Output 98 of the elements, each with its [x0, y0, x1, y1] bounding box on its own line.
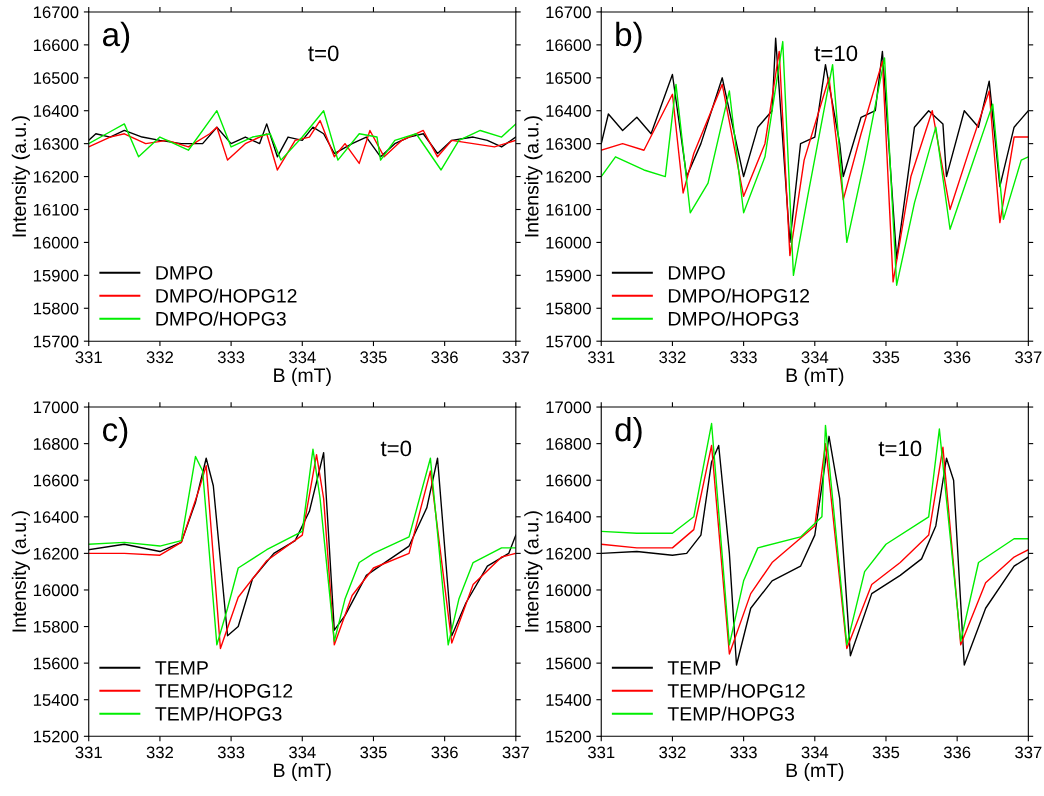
legend-label: DMPO — [668, 265, 725, 280]
x-tick-label: 334 — [289, 351, 316, 364]
annotation: a) — [102, 21, 130, 53]
x-axis-title: B (mT) — [274, 762, 331, 782]
y-tick-label: 16200 — [33, 170, 79, 183]
x-tick-label: 332 — [146, 746, 173, 759]
y-tick-label: 15800 — [33, 620, 79, 633]
y-tick-label: 16400 — [546, 511, 591, 523]
y-tick-label: 15600 — [546, 657, 591, 670]
annotation: t=0 — [380, 440, 412, 457]
y-tick-label: 16500 — [546, 72, 591, 84]
y-tick-label: 16600 — [546, 39, 591, 52]
y-tick-label: 16200 — [33, 547, 79, 560]
x-tick-label: 336 — [431, 746, 458, 759]
y-tick-label: 16300 — [33, 138, 79, 150]
x-tick-label: 332 — [146, 351, 173, 364]
y-tick-label: 16600 — [33, 474, 79, 487]
y-tick-label: 16000 — [33, 584, 79, 597]
y-tick-label: 15800 — [33, 302, 79, 315]
y-tick-label: 15200 — [546, 730, 591, 743]
x-axis-title: B (mT) — [786, 367, 844, 386]
annotation: t=0 — [308, 45, 339, 62]
y-tick-label: 16200 — [546, 547, 591, 560]
x-tick-label: 337 — [1015, 746, 1042, 759]
y-tick-label: 16600 — [546, 474, 591, 487]
x-axis-title: B (mT) — [786, 762, 844, 782]
legend-label: TEMP — [667, 661, 721, 675]
x-tick-label: 336 — [943, 351, 971, 364]
y-tick-label: 16100 — [546, 203, 591, 216]
annotation: d) — [615, 416, 642, 448]
y-axis-title: Intensity (a.u.) — [11, 116, 30, 237]
x-tick-label: 336 — [943, 746, 971, 759]
y-tick-label: 16400 — [546, 105, 591, 117]
x-tick-label: 335 — [872, 746, 900, 759]
legend-label: DMPO/HOPG12 — [156, 288, 297, 303]
x-tick-label: 332 — [659, 746, 686, 759]
legend-label: TEMP/HOPG12 — [155, 683, 293, 698]
legend-label: TEMP/HOPG12 — [667, 683, 805, 698]
legend-label: TEMP/HOPG3 — [155, 706, 282, 721]
y-tick-label: 16100 — [33, 203, 79, 216]
x-tick-label: 333 — [730, 746, 757, 759]
y-tick-label: 15400 — [33, 694, 79, 706]
x-tick-label: 333 — [730, 351, 757, 364]
x-tick-label: 331 — [75, 351, 102, 364]
y-tick-label: 16700 — [33, 6, 79, 19]
y-tick-label: 16000 — [33, 236, 79, 249]
y-tick-label: 15900 — [546, 269, 591, 282]
legend-label: DMPO — [156, 265, 213, 280]
y-tick-label: 16600 — [33, 39, 79, 52]
y-tick-label: 16200 — [546, 170, 591, 183]
y-axis-title: Intensity (a.u.) — [11, 511, 30, 632]
y-tick-label: 15800 — [546, 302, 591, 315]
x-tick-label: 333 — [217, 351, 245, 364]
annotation: c) — [102, 416, 128, 448]
x-tick-label: 335 — [360, 746, 387, 759]
x-tick-label: 337 — [502, 351, 529, 364]
y-tick-label: 17000 — [546, 401, 591, 414]
y-tick-label: 17000 — [33, 401, 79, 414]
x-tick-label: 337 — [502, 746, 529, 759]
legend-label: DMPO/HOPG3 — [668, 311, 799, 326]
x-tick-label: 334 — [801, 351, 829, 364]
y-axis-title: Intensity (a.u.) — [524, 511, 543, 632]
y-axis-title: Intensity (a.u.) — [524, 116, 543, 237]
x-axis-title: B (mT) — [274, 367, 331, 386]
y-tick-label: 16700 — [546, 6, 591, 19]
annotation: t=10 — [814, 45, 858, 62]
y-tick-label: 15400 — [546, 694, 591, 706]
y-tick-label: 15800 — [546, 620, 591, 633]
x-tick-label: 337 — [1015, 351, 1042, 364]
x-tick-label: 336 — [431, 351, 458, 364]
y-tick-label: 16800 — [33, 438, 79, 450]
y-tick-label: 16400 — [33, 105, 79, 117]
annotation: t=10 — [878, 440, 922, 457]
y-tick-label: 15600 — [33, 657, 79, 670]
legend-label: TEMP/HOPG3 — [667, 706, 794, 721]
legend-label: TEMP — [155, 661, 208, 675]
x-tick-label: 333 — [217, 746, 245, 759]
y-tick-label: 16000 — [546, 236, 591, 249]
y-tick-label: 16500 — [33, 72, 79, 84]
annotation: b) — [616, 21, 642, 53]
legend-label: DMPO/HOPG3 — [156, 311, 286, 326]
y-tick-label: 15700 — [33, 335, 79, 348]
y-tick-label: 16400 — [33, 511, 79, 523]
y-tick-label: 15700 — [546, 335, 591, 348]
y-tick-label: 15900 — [33, 269, 79, 282]
x-tick-label: 331 — [587, 351, 615, 364]
x-tick-label: 335 — [872, 351, 900, 364]
x-tick-label: 332 — [659, 351, 686, 364]
x-tick-label: 331 — [75, 746, 102, 759]
x-tick-label: 335 — [360, 351, 387, 364]
x-tick-label: 334 — [289, 746, 316, 759]
y-tick-label: 16000 — [546, 584, 591, 597]
x-tick-label: 334 — [801, 746, 829, 759]
y-tick-label: 15200 — [33, 730, 79, 743]
y-tick-label: 16300 — [546, 138, 591, 150]
x-tick-label: 331 — [587, 746, 615, 759]
legend-label: DMPO/HOPG12 — [668, 288, 810, 303]
y-tick-label: 16800 — [546, 438, 591, 450]
